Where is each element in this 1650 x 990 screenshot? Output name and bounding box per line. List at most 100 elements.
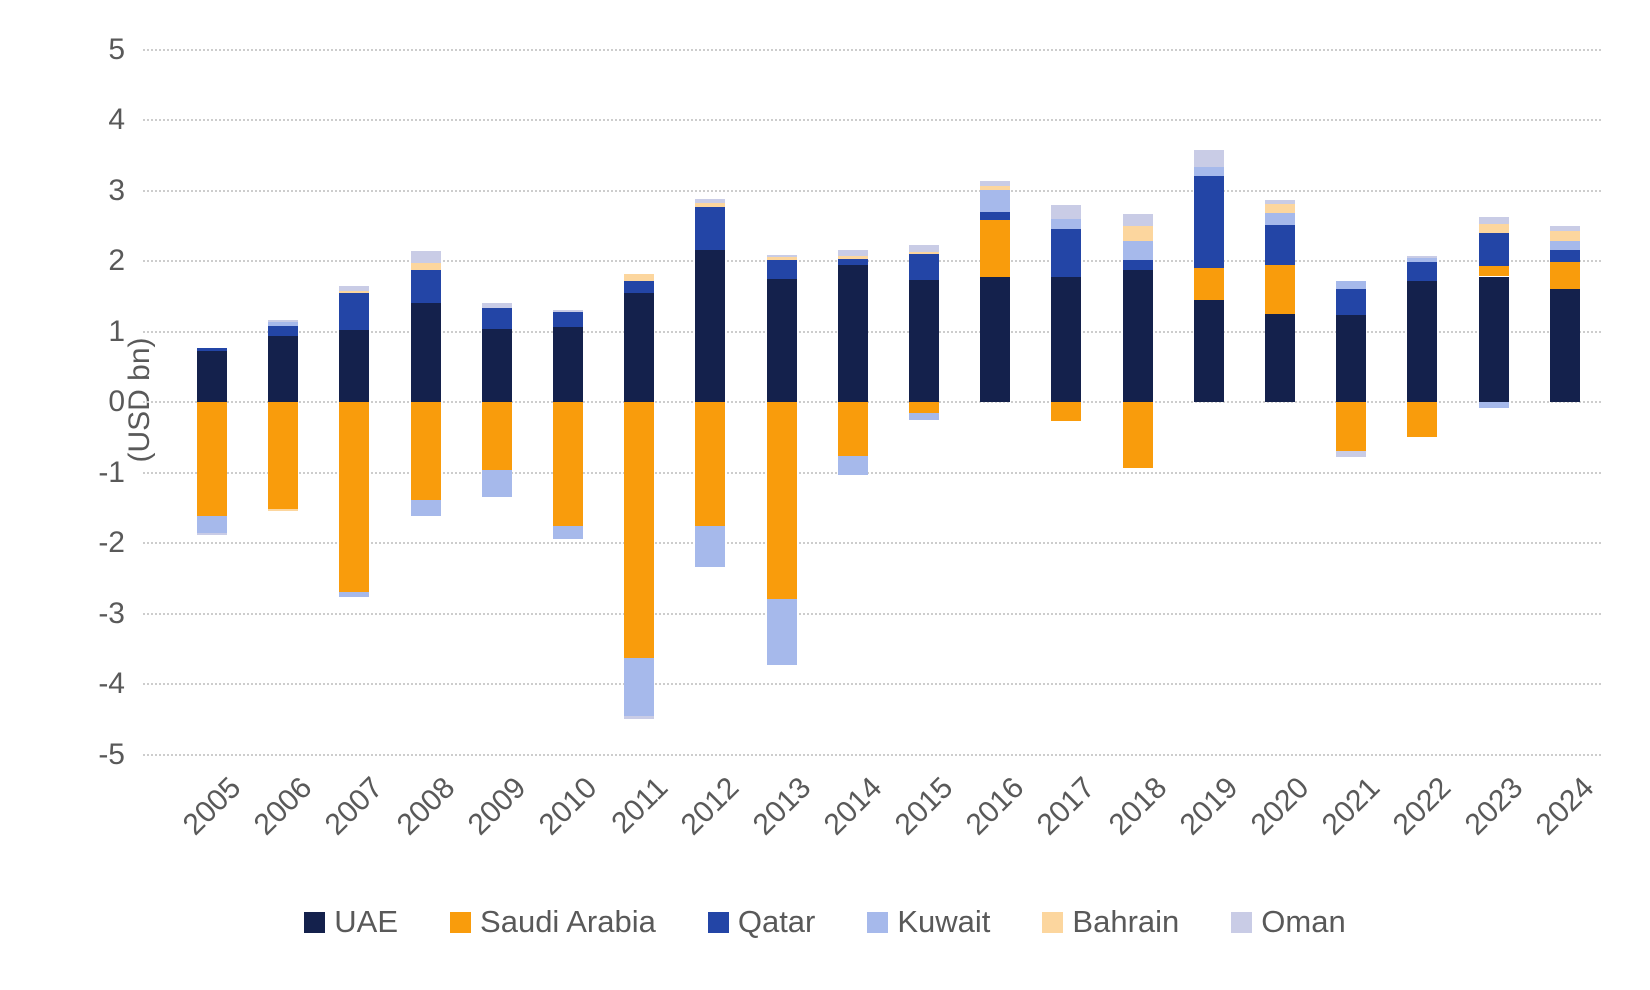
bar-segment-2017-saudi-arabia <box>1051 402 1082 422</box>
legend-item-kuwait: Kuwait <box>867 905 990 939</box>
bar-segment-2015-saudi-arabia <box>909 402 939 413</box>
bar-segment-2008-bahrain <box>410 263 441 271</box>
legend-item-oman: Oman <box>1231 904 1346 939</box>
bar-segment-2006-saudi-arabia <box>268 402 299 510</box>
bar-segment-2024-bahrain <box>1549 230 1580 242</box>
bar-segment-2005-uae <box>197 351 227 402</box>
bar-segment-2021-qatar <box>1336 289 1367 315</box>
gridline-y2 <box>143 260 1601 262</box>
y-tick-label: 1 <box>108 314 125 348</box>
legend-swatch-icon <box>867 911 889 933</box>
gridline-y-4 <box>143 683 1601 685</box>
bar-segment-2011-saudi-arabia <box>624 402 655 658</box>
bar-segment-2010-oman <box>553 309 583 312</box>
legend-swatch-icon <box>1042 911 1064 933</box>
bar-segment-2017-oman <box>1051 205 1082 220</box>
bar-segment-2024-saudi-arabia <box>1549 261 1580 290</box>
bar-segment-2010-kuwait <box>553 526 583 539</box>
bar-segment-2010-uae <box>553 326 583 402</box>
bar-segment-2009-qatar <box>481 307 512 330</box>
bar-segment-2017-qatar <box>1051 228 1082 277</box>
legend-swatch-icon <box>304 911 326 933</box>
y-tick-label: -3 <box>98 596 125 630</box>
bar-segment-2017-kuwait <box>1051 219 1082 229</box>
y-tick-label: 4 <box>108 103 125 136</box>
bar-segment-2024-oman <box>1549 226 1580 231</box>
bar-segment-2022-kuwait <box>1407 258 1438 262</box>
bar-segment-2016-qatar <box>980 211 1011 221</box>
legend-label: Qatar <box>737 904 816 939</box>
legend-swatch-icon <box>1231 911 1253 933</box>
bar-segment-2006-bahrain <box>268 509 299 512</box>
bar-segment-2014-saudi-arabia <box>837 402 868 457</box>
bar-segment-2019-qatar <box>1193 176 1224 269</box>
bar-segment-2022-saudi-arabia <box>1407 402 1438 438</box>
bar-segment-2011-bahrain <box>624 274 655 281</box>
gridline-y-3 <box>143 612 1601 615</box>
bar-segment-2013-qatar <box>766 259 797 279</box>
bar-segment-2020-qatar <box>1265 225 1295 266</box>
y-tick-label: -5 <box>98 737 125 771</box>
legend-swatch-icon <box>707 911 729 933</box>
gridline-y4 <box>143 119 1601 121</box>
gridline-y0 <box>143 401 1601 403</box>
bar-segment-2010-qatar <box>553 311 583 327</box>
y-tick-label: 0 <box>108 385 125 418</box>
bar-segment-2007-kuwait <box>339 591 370 597</box>
bar-segment-2006-uae <box>268 336 299 402</box>
bar-segment-2024-qatar <box>1549 250 1580 262</box>
legend: UAE Saudi Arabia Qatar Kuwait Bahrain Oman <box>0 905 1650 939</box>
bar-segment-2009-uae <box>481 329 512 402</box>
bar-segment-2008-qatar <box>410 270 441 304</box>
bar-segment-2020-bahrain <box>1265 203 1295 214</box>
bar-segment-2016-kuwait <box>980 189 1011 212</box>
bar-segment-2013-oman <box>766 254 797 258</box>
bar-segment-2020-saudi-arabia <box>1265 265 1295 314</box>
gridline-y-2 <box>143 542 1601 544</box>
legend-label: Bahrain <box>1072 904 1180 939</box>
bar-segment-2007-uae <box>339 330 370 402</box>
bar-segment-2012-saudi-arabia <box>695 402 726 527</box>
bar-segment-2011-uae <box>624 292 655 402</box>
bar-segment-2024-kuwait <box>1549 241 1580 251</box>
bar-segment-2008-uae <box>410 303 441 402</box>
bar-segment-2007-bahrain <box>339 290 370 293</box>
y-tick-label: 5 <box>108 32 125 66</box>
gridline-y5 <box>143 48 1601 51</box>
legend-label: Kuwait <box>897 904 991 939</box>
bar-segment-2022-qatar <box>1407 261 1438 281</box>
bar-segment-2012-uae <box>695 249 726 402</box>
bar-segment-2015-qatar <box>909 253 939 281</box>
bar-segment-2014-uae <box>837 265 868 402</box>
legend-label: Oman <box>1261 904 1346 939</box>
legend-item-bahrain: Bahrain <box>1042 905 1179 939</box>
bar-segment-2019-uae <box>1193 300 1224 402</box>
bar-segment-2013-saudi-arabia <box>766 402 797 600</box>
bar-segment-2011-qatar <box>624 280 655 293</box>
gridline-y-1 <box>143 471 1601 474</box>
bar-segment-2013-kuwait <box>766 599 797 665</box>
bar-segment-2013-uae <box>766 278 797 402</box>
bar-segment-2014-qatar <box>837 258 868 266</box>
bar-segment-2012-kuwait <box>695 526 726 567</box>
bar-segment-2019-saudi-arabia <box>1193 268 1224 301</box>
bar-segment-2007-qatar <box>339 292 370 331</box>
legend-label: Saudi Arabia <box>480 904 656 939</box>
bar-segment-2016-bahrain <box>980 185 1011 190</box>
bar-segment-2020-uae <box>1265 313 1295 402</box>
y-tick-label: -4 <box>98 667 125 700</box>
bar-segment-2022-oman <box>1407 256 1438 259</box>
bar-segment-2023-saudi-arabia <box>1478 265 1509 277</box>
bar-segment-2015-kuwait <box>909 412 939 420</box>
bar-segment-2015-bahrain <box>909 251 939 254</box>
y-tick-label: -2 <box>98 526 125 559</box>
bar-segment-2018-uae <box>1122 270 1153 402</box>
bar-segment-2018-bahrain <box>1122 226 1153 241</box>
y-tick-label: 2 <box>108 244 125 277</box>
bar-segment-2009-oman <box>481 302 512 308</box>
bar-segment-2006-kuwait <box>268 322 299 326</box>
bar-segment-2021-uae <box>1336 314 1367 402</box>
bar-segment-2021-kuwait <box>1336 280 1367 290</box>
bar-segment-2023-oman <box>1478 217 1509 224</box>
